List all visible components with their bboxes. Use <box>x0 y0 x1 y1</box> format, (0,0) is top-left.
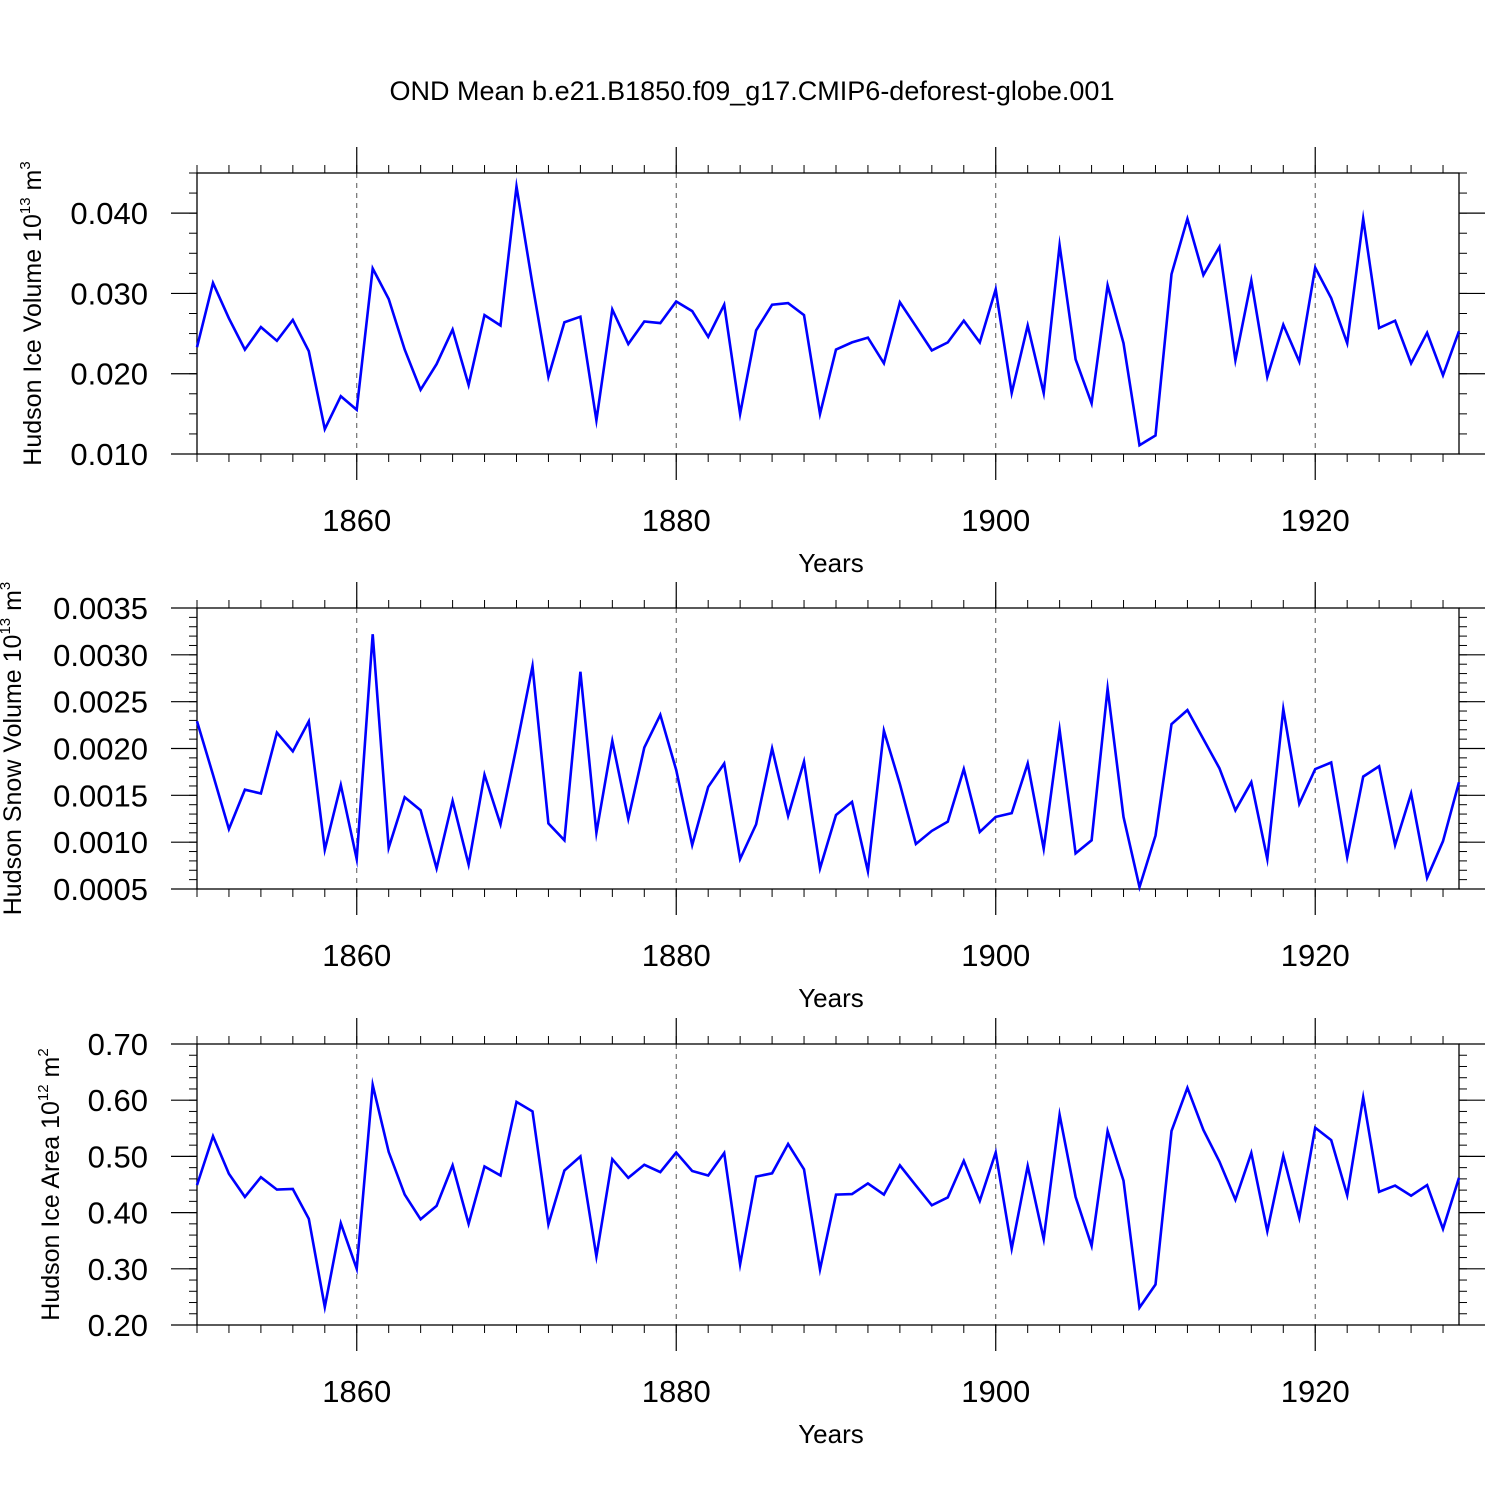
x-tick-label: 1860 <box>322 503 391 538</box>
y-tick-label: 0.0025 <box>53 685 148 720</box>
x-tick-label: 1920 <box>1281 503 1350 538</box>
y-axis-label: Hudson Snow Volume 1013 m3 <box>0 582 27 916</box>
y-tick-label: 0.0005 <box>53 872 148 907</box>
y-tick-label: 0.010 <box>70 437 148 472</box>
y-tick-label: 0.60 <box>88 1083 148 1118</box>
x-tick-label: 1920 <box>1281 1374 1350 1409</box>
y-tick-label: 0.30 <box>88 1252 148 1287</box>
plot-frame <box>196 172 1460 455</box>
y-axis-label: Hudson Ice Volume 1013 m3 <box>17 161 47 465</box>
ice-volume-panel: 1860 1880 1900 1920 0.010 0.020 0.030 0.040 Year… <box>17 147 1485 578</box>
y-tick-label: 0.70 <box>88 1027 148 1062</box>
y-label-unit-exp: 3 <box>0 582 14 590</box>
y-label-main: Hudson Ice Volume 10 <box>19 214 47 466</box>
x-axis-label: Years <box>798 1419 864 1449</box>
x-tick-label: 1880 <box>642 503 711 538</box>
x-tick-label: 1900 <box>961 1374 1030 1409</box>
plot-frame <box>196 1043 1460 1326</box>
series-line <box>195 1076 1461 1315</box>
y-tick-label: 0.20 <box>88 1308 148 1343</box>
x-tick-label: 1900 <box>961 503 1030 538</box>
y-tick-label: 0.0015 <box>53 778 148 813</box>
x-axis-label: Years <box>798 983 864 1013</box>
x-tick-label: 1880 <box>642 938 711 973</box>
y-label-exp: 13 <box>0 618 14 635</box>
y-tick-label: 0.0035 <box>53 591 148 626</box>
y-tick-label: 0.0030 <box>53 638 148 673</box>
y-label-exp: 12 <box>35 1084 52 1101</box>
x-tick-label: 1880 <box>642 1374 711 1409</box>
y-axis-label: Hudson Ice Area 1012 m2 <box>35 1048 65 1320</box>
y-label-main: Hudson Snow Volume 10 <box>0 635 27 916</box>
snow-volume-panel: 1860 1880 1900 1920 0.0005 0.0010 0.0015 0.0020… <box>0 582 1485 1013</box>
x-tick-label: 1860 <box>322 938 391 973</box>
y-tick-label: 0.50 <box>88 1139 148 1174</box>
ice-area-panel: 1860 1880 1900 1920 0.20 0.30 0.40 0.50 0.60 0.70… <box>35 1018 1485 1449</box>
y-tick-label: 0.0010 <box>53 825 148 860</box>
x-tick-label: 1860 <box>322 1374 391 1409</box>
y-tick-label: 0.030 <box>70 276 148 311</box>
x-tick-label: 1900 <box>961 938 1030 973</box>
y-label-exp: 13 <box>17 197 34 214</box>
y-label-unit: m <box>37 1057 65 1085</box>
y-label-unit: m <box>0 590 27 618</box>
y-tick-label: 0.0020 <box>53 732 148 767</box>
y-label-unit: m <box>19 170 47 198</box>
y-label-unit-exp: 2 <box>35 1048 52 1056</box>
y-tick-label: 0.040 <box>70 196 148 231</box>
figure-title: OND Mean b.e21.B1850.f09_g17.CMIP6-defor… <box>390 76 1115 106</box>
x-axis-label: Years <box>798 548 864 578</box>
y-label-unit-exp: 3 <box>17 161 34 169</box>
y-tick-label: 0.40 <box>88 1196 148 1231</box>
y-label-main: Hudson Ice Area 10 <box>37 1101 65 1321</box>
series-line <box>195 634 1461 893</box>
y-tick-label: 0.020 <box>70 357 148 392</box>
x-tick-label: 1920 <box>1281 938 1350 973</box>
series-line <box>195 177 1461 448</box>
